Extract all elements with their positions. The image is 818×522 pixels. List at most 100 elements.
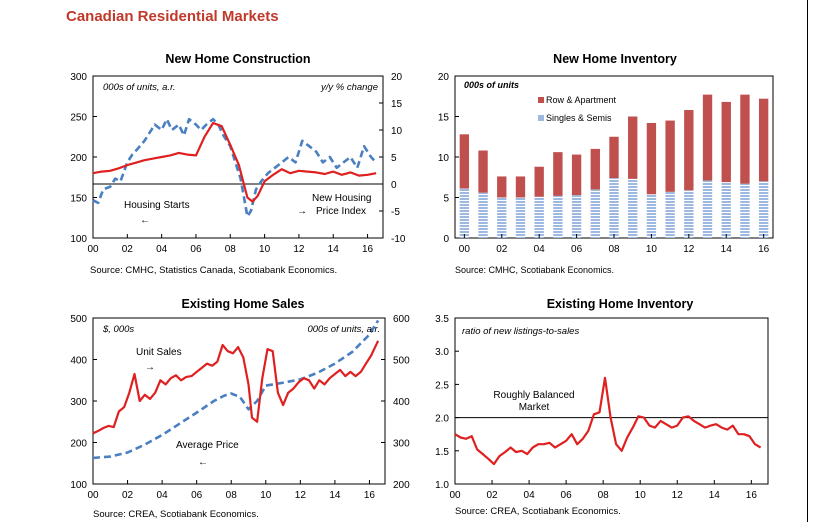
nhc-x-tick-label: 00 bbox=[87, 244, 99, 255]
nhi-bar-row-apartment bbox=[515, 176, 526, 198]
ehi-x-tick-label: 04 bbox=[524, 490, 536, 501]
nhi-legend-label-singles-semis: Singles & Semis bbox=[546, 113, 612, 123]
nhc-y2-tick-label: -5 bbox=[391, 207, 400, 218]
ehi-y-tick-label: 3.0 bbox=[435, 347, 449, 358]
ehs-y-tick-label: 200 bbox=[70, 439, 87, 450]
nhi-bar-row-apartment bbox=[740, 94, 750, 184]
nhi-bar-row-apartment bbox=[684, 110, 694, 191]
chart-title-new-home-inventory: New Home Inventory bbox=[553, 52, 677, 66]
nhi-bar-row-apartment bbox=[721, 101, 731, 183]
ehs-annotation-arrow-right: → bbox=[145, 362, 155, 373]
ehi-reference-label-line2: Market bbox=[519, 402, 550, 413]
nhi-bar-row-apartment bbox=[758, 98, 769, 182]
ehi-y-tick-label: 1.5 bbox=[435, 447, 449, 458]
ehi-x-tick-label: 08 bbox=[598, 490, 610, 501]
ehi-x-tick-label: 10 bbox=[635, 490, 647, 501]
nhc-y-tick-label: 250 bbox=[70, 113, 87, 124]
nhi-bar-singles-semis bbox=[553, 195, 563, 238]
ehs-y-tick-label: 500 bbox=[70, 314, 87, 325]
nhc-y2-tick-label: 0 bbox=[391, 180, 397, 191]
nhi-bar-singles-semis bbox=[702, 180, 713, 238]
nhc-annotation-price-index: Price Index bbox=[316, 206, 366, 217]
ehs-y-tick-label: 100 bbox=[70, 480, 87, 491]
nhi-bar-row-apartment bbox=[478, 150, 488, 193]
ehs-series-unit-sales bbox=[92, 340, 380, 435]
nhi-bar-singles-semis bbox=[740, 183, 750, 238]
nhi-bar-row-apartment bbox=[665, 120, 675, 192]
nhi-bar-singles-semis bbox=[515, 197, 526, 238]
ehs-left-axis-note: $, 000s bbox=[102, 324, 134, 335]
ehi-x-tick-label: 00 bbox=[449, 490, 461, 501]
nhc-y2-tick-label: 20 bbox=[391, 72, 403, 83]
ehi-x-tick-label: 12 bbox=[672, 490, 684, 501]
nhi-legend-swatch-row-apartment bbox=[538, 97, 544, 103]
nhi-legend-bg bbox=[535, 95, 625, 125]
nhc-x-tick-label: 06 bbox=[190, 244, 202, 255]
nhi-bar-singles-semis bbox=[721, 182, 731, 238]
ehi-reference-label-line1: Roughly Balanced bbox=[493, 390, 574, 401]
ehs-x-tick-label: 06 bbox=[191, 490, 203, 501]
nhc-annotation-new-housing: New Housing bbox=[312, 193, 371, 204]
chart-title-existing-home-sales: Existing Home Sales bbox=[181, 297, 305, 311]
ehs-annotation-unit-sales: Unit Sales bbox=[136, 347, 182, 358]
nhi-x-tick-label: 06 bbox=[571, 244, 583, 255]
nhc-x-tick-label: 04 bbox=[156, 244, 168, 255]
ehs-y-tick-label: 400 bbox=[70, 356, 87, 367]
nhi-bar-row-apartment bbox=[590, 148, 600, 190]
ehs-y2-tick-label: 200 bbox=[393, 480, 410, 491]
nhi-bar-row-apartment bbox=[553, 152, 563, 196]
ehs-right-axis-note: 000s of units, a.r. bbox=[307, 324, 380, 335]
nhi-legend-label-row-apartment: Row & Apartment bbox=[546, 95, 617, 105]
nhi-x-tick-label: 12 bbox=[683, 244, 695, 255]
nhi-bar-singles-semis bbox=[571, 195, 582, 238]
ehs-y2-tick-label: 400 bbox=[393, 397, 410, 408]
chart-source-existing-home-inventory: Source: CREA, Scotiabank Economics. bbox=[455, 506, 621, 517]
nhc-x-tick-label: 08 bbox=[225, 244, 237, 255]
ehi-y-tick-label: 3.5 bbox=[435, 314, 449, 325]
ehs-y2-tick-label: 500 bbox=[393, 356, 410, 367]
nhc-x-tick-label: 12 bbox=[293, 244, 305, 255]
nhc-series-price-index bbox=[92, 117, 378, 218]
nhi-axis-note: 000s of units bbox=[464, 80, 519, 90]
plot-frame bbox=[454, 317, 769, 485]
nhc-y2-tick-label: 10 bbox=[391, 126, 403, 137]
nhc-x-tick-label: 16 bbox=[362, 244, 374, 255]
ehs-y-tick-label: 300 bbox=[70, 397, 87, 408]
ehs-x-tick-label: 16 bbox=[364, 490, 376, 501]
nhi-bar-row-apartment bbox=[609, 136, 619, 179]
ehi-x-tick-label: 16 bbox=[746, 490, 758, 501]
ehs-annotation-average-price: Average Price bbox=[176, 440, 239, 451]
nhi-x-tick-label: 04 bbox=[534, 244, 546, 255]
nhc-y-tick-label: 200 bbox=[70, 153, 87, 164]
right-border-line bbox=[807, 0, 808, 522]
nhi-x-tick-label: 02 bbox=[496, 244, 508, 255]
nhi-legend-swatch-singles-semis bbox=[538, 115, 544, 121]
nhi-bar-singles-semis bbox=[459, 188, 470, 238]
ehi-series-listings-to-sales bbox=[454, 376, 762, 466]
nhc-y2-tick-label: 5 bbox=[391, 153, 397, 164]
nhi-x-tick-label: 08 bbox=[608, 244, 620, 255]
nhi-y-tick-label: 5 bbox=[443, 194, 449, 205]
nhi-bar-row-apartment bbox=[534, 166, 544, 197]
nhc-left-axis-note: 000s of units, a.r. bbox=[103, 82, 176, 93]
nhi-bar-row-apartment bbox=[459, 134, 470, 189]
nhc-x-tick-label: 02 bbox=[122, 244, 134, 255]
ehs-y2-tick-label: 600 bbox=[393, 314, 410, 325]
ehs-x-tick-label: 00 bbox=[87, 490, 99, 501]
nhi-bar-row-apartment bbox=[497, 176, 507, 198]
nhi-bar-singles-semis bbox=[646, 194, 657, 238]
nhi-bar-row-apartment bbox=[628, 116, 638, 179]
nhi-y-tick-label: 15 bbox=[438, 113, 450, 124]
nhi-y-tick-label: 20 bbox=[438, 72, 450, 83]
nhc-y-tick-label: 150 bbox=[70, 194, 87, 205]
ehs-series-average-price bbox=[92, 319, 380, 460]
nhc-annotation-housing-starts: Housing Starts bbox=[124, 200, 190, 211]
ehs-x-tick-label: 10 bbox=[260, 490, 272, 501]
ehi-x-tick-label: 02 bbox=[486, 490, 498, 501]
nhi-bar-row-apartment bbox=[646, 122, 657, 195]
chart-source-new-home-construction: Source: CMHC, Statistics Canada, Scotiab… bbox=[90, 265, 338, 276]
nhi-bar-singles-semis bbox=[497, 197, 507, 238]
nhi-x-tick-label: 10 bbox=[646, 244, 658, 255]
nhi-bar-singles-semis bbox=[534, 196, 544, 238]
